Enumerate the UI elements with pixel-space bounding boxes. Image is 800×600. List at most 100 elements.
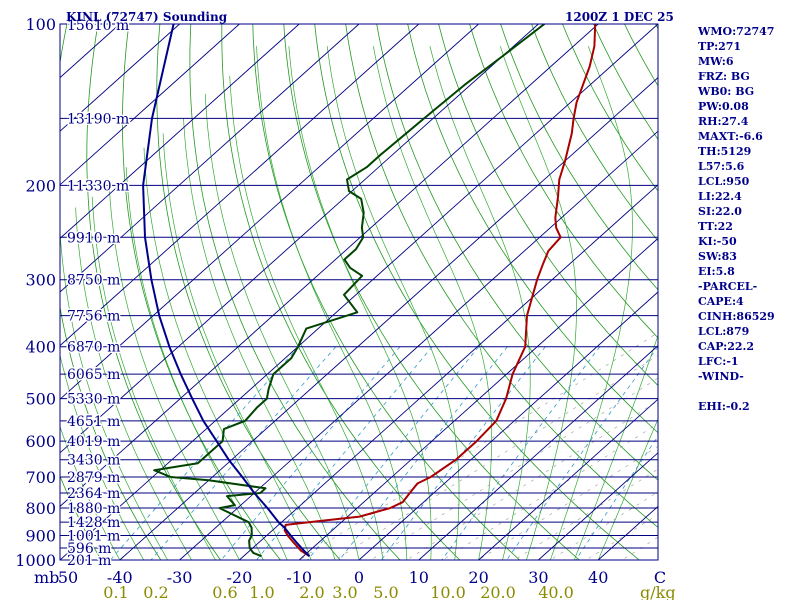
- height-label: 6870 m: [67, 340, 120, 356]
- height-label: 5330 m: [67, 392, 120, 408]
- height-label: 13190 m: [67, 111, 129, 127]
- index-row: CINH:86529: [698, 310, 775, 323]
- moist-adiabat: [143, 147, 288, 560]
- isotherm: [358, 291, 658, 560]
- pressure-tick-label: 1000: [15, 551, 56, 570]
- temperature-tick-label: -30: [167, 568, 193, 587]
- isotherm: [298, 237, 658, 560]
- moist-adiabat: [60, 425, 121, 560]
- pressure-tick-label: 700: [25, 468, 56, 487]
- moist-adiabat: [183, 118, 336, 560]
- dry-adiabat: [407, 24, 658, 434]
- temperature-tick-label: 0: [354, 568, 364, 587]
- moist-adiabat: [550, 46, 633, 560]
- index-row: WB0: BG: [698, 85, 755, 98]
- mixing-ratio-label: 40.0: [538, 583, 574, 600]
- dry-adiabat: [122, 24, 281, 560]
- plot-frame: [59, 23, 659, 561]
- index-row: PW:0.08: [698, 100, 749, 113]
- moist-adiabat: [288, 46, 432, 560]
- pressure-tick-label: 500: [25, 390, 56, 409]
- mixing-ratio-line: [256, 346, 433, 560]
- pressure-tick-label: 600: [25, 432, 56, 451]
- mixing-ratio-label: 1.0: [249, 583, 274, 600]
- pressure-unit-label: mb: [34, 568, 59, 587]
- pressure-tick-label: 300: [25, 271, 56, 290]
- height-label: 6065 m: [67, 367, 120, 383]
- index-row: LI:22.4: [698, 190, 742, 203]
- index-row: SW:83: [698, 250, 737, 263]
- temperature-tick-label: 30: [528, 568, 548, 587]
- index-row: TH:5129: [698, 145, 752, 158]
- temperature-tick-label: -20: [227, 568, 253, 587]
- index-row: RH:27.4: [698, 115, 749, 128]
- temperature-tick-label: 20: [468, 568, 488, 587]
- moist-adiabat: [60, 225, 168, 560]
- height-label: 15610 m: [67, 18, 129, 34]
- temperature-tick-label: 50: [58, 568, 78, 587]
- dry-adiabat: [189, 24, 401, 560]
- index-row: TP:271: [698, 40, 742, 53]
- moist-adiabat: [229, 75, 384, 560]
- pressure-tick-label: 200: [25, 176, 56, 195]
- isotherm: [60, 24, 360, 293]
- mixing-ratio-unit-label: g/kg: [640, 583, 676, 600]
- isotherm: [60, 24, 539, 454]
- isotherm: [239, 184, 658, 560]
- series-layer: [142, 24, 597, 558]
- series-dewpoint-line: [153, 24, 546, 558]
- stability-indices-panel: WMO:72747 TP:271 MW:6 FRZ: BG WB0: BG PW:0.08…: [698, 24, 798, 414]
- dry-adiabat: [252, 24, 520, 560]
- height-label: 201 m: [67, 553, 111, 569]
- isotherm: [60, 24, 479, 400]
- mixing-ratio-line: [220, 346, 401, 560]
- isotherm: [478, 398, 658, 560]
- height-label: 3430 m: [67, 453, 120, 469]
- index-row: -PARCEL-: [698, 280, 758, 293]
- index-row: MW:6: [698, 55, 734, 68]
- mixing-ratio-label: 10.0: [430, 583, 466, 600]
- pressure-tick-label: 100: [25, 15, 56, 34]
- index-row: LCL:879: [698, 325, 750, 338]
- isotherm: [179, 130, 658, 560]
- mixing-ratio-label: 5.0: [373, 583, 398, 600]
- index-row: TT:22: [698, 220, 733, 233]
- isotherm: [60, 24, 180, 132]
- isotherm: [60, 24, 240, 186]
- moist-adiabat: [573, 334, 658, 560]
- mixing-ratio-label: 0.1: [103, 583, 128, 600]
- index-row: SI:22.0: [698, 205, 742, 218]
- moist-adiabat: [373, 46, 492, 560]
- index-row: CAPE:4: [698, 295, 744, 308]
- height-label: 9910 m: [67, 230, 120, 246]
- ehi-row: EHI:-0.2: [698, 400, 750, 413]
- temperature-tick-label: -10: [286, 568, 312, 587]
- mixing-ratio-line: [110, 346, 299, 560]
- mixing-ratio-label: 0.6: [212, 583, 237, 600]
- pressure-tick-label: 400: [25, 338, 56, 357]
- temperature-tick-label: 40: [588, 568, 608, 587]
- isotherm: [418, 344, 658, 560]
- dry-adiabat: [60, 24, 162, 560]
- isotherm: [538, 452, 658, 560]
- dry-adiabat: [345, 24, 658, 528]
- index-row: EI:5.8: [698, 265, 735, 278]
- temperature-tick-label: 10: [409, 568, 429, 587]
- height-label: 8750 m: [67, 273, 120, 289]
- index-row: LCL:950: [698, 175, 750, 188]
- isotherm: [60, 24, 300, 240]
- height-label: 1428 m: [67, 515, 120, 531]
- temperature-tick-label: -40: [107, 568, 133, 587]
- mixing-ratio-line: [380, 346, 546, 560]
- moist-adiabat: [204, 93, 360, 560]
- dry-adiabat: [562, 24, 658, 192]
- dry-adiabat: [469, 24, 658, 339]
- mixing-ratio-label: 3.0: [332, 583, 357, 600]
- height-label: 11330 m: [67, 178, 129, 194]
- isotherm: [60, 24, 658, 560]
- mixing-ratio-line: [307, 346, 480, 560]
- moist-adiabat: [91, 196, 216, 560]
- moist-adiabat: [108, 179, 240, 560]
